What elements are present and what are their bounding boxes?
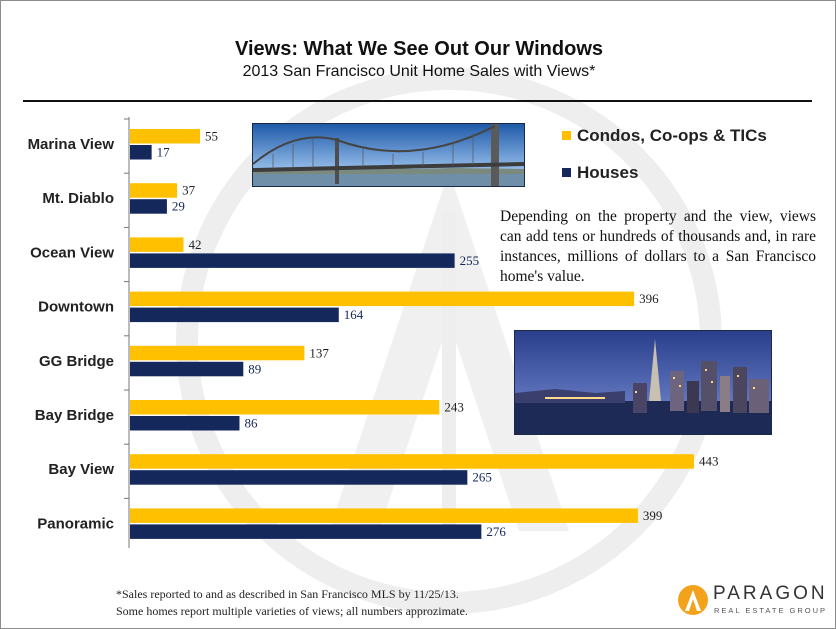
legend-swatch-houses <box>562 168 571 177</box>
data-label-condos: 55 <box>205 129 218 144</box>
data-label-condos: 137 <box>309 345 329 360</box>
bar-houses <box>130 307 339 323</box>
bar-condos <box>130 400 440 415</box>
logo-wordmark: PARAGON <box>713 583 828 604</box>
bar-condos <box>130 183 178 198</box>
chart-annotation: Depending on the property and the view, … <box>500 208 816 285</box>
bar-houses <box>130 253 455 268</box>
legend-label-condos: Condos, Co-ops & TICs <box>577 126 767 145</box>
bar-condos <box>130 291 635 307</box>
footnote-line-1: *Sales reported to and as described in S… <box>116 587 459 601</box>
paragon-logo: PARAGON REAL ESTATE GROUP <box>677 581 827 621</box>
bar-houses <box>130 199 167 214</box>
chart-title: Views: What We See Out Our Windows <box>234 38 604 60</box>
bay-bridge-photo <box>252 123 525 187</box>
san-francisco-skyline-photo <box>514 330 772 435</box>
data-label-houses: 276 <box>486 524 506 539</box>
data-label-condos: 42 <box>188 237 201 252</box>
data-label-condos: 243 <box>444 400 464 415</box>
data-label-condos: 443 <box>699 454 719 469</box>
bar-condos <box>130 508 638 523</box>
data-label-houses: 29 <box>172 199 185 214</box>
footnote-line-2: Some homes report multiple varieties of … <box>116 604 468 618</box>
chart-subtitle: 2013 San Francisco Unit Home Sales with … <box>242 63 596 80</box>
category-label: GG Bridge <box>39 353 114 370</box>
data-label-houses: 265 <box>472 470 492 485</box>
footnote: *Sales reported to and as described in S… <box>116 586 586 620</box>
data-label-condos: 37 <box>182 183 196 198</box>
bar-houses <box>130 361 244 377</box>
category-label: Bay View <box>48 461 114 478</box>
category-label: Downtown <box>38 299 114 316</box>
data-label-houses: 17 <box>157 145 171 160</box>
category-label: Mt. Diablo <box>42 190 114 207</box>
data-label-houses: 164 <box>344 307 364 322</box>
paragon-logo-icon <box>678 585 708 615</box>
data-label-condos: 399 <box>643 508 663 523</box>
bar-houses <box>130 416 240 431</box>
bar-houses <box>130 470 468 485</box>
category-label: Panoramic <box>37 515 114 532</box>
data-label-condos: 396 <box>639 291 659 306</box>
legend-label-houses: Houses <box>577 163 639 182</box>
logo-tagline: REAL ESTATE GROUP <box>714 606 828 615</box>
bar-houses <box>130 145 152 160</box>
data-label-houses: 255 <box>460 253 480 268</box>
category-label: Bay Bridge <box>35 407 114 424</box>
data-label-houses: 89 <box>248 361 261 376</box>
data-label-houses: 86 <box>244 416 258 431</box>
category-label: Marina View <box>28 136 115 153</box>
bar-houses <box>130 524 482 539</box>
bar-condos <box>130 454 694 469</box>
category-label: Ocean View <box>30 244 114 261</box>
bar-condos <box>130 237 184 252</box>
title-divider <box>23 100 812 102</box>
bar-condos <box>130 345 305 361</box>
legend-swatch-condos <box>562 131 571 140</box>
bar-condos <box>130 129 201 144</box>
